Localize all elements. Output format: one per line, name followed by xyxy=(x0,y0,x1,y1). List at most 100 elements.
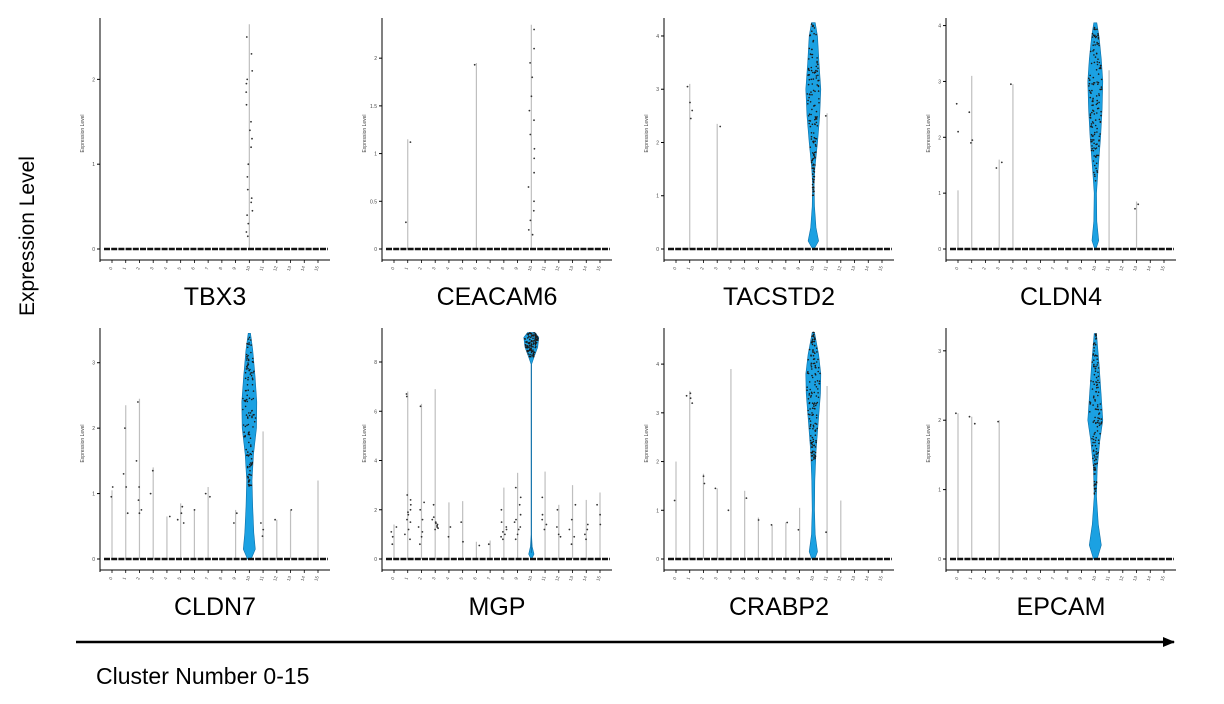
violin-point xyxy=(809,420,812,422)
violin-point xyxy=(247,343,249,345)
violin-point xyxy=(1096,99,1098,102)
violin-point xyxy=(811,183,814,186)
violin-point xyxy=(1091,100,1094,103)
cell-point xyxy=(530,95,533,98)
violin-point xyxy=(814,164,816,166)
violin-point xyxy=(1092,139,1094,141)
cell-point xyxy=(584,533,586,536)
violin-point xyxy=(249,484,251,486)
cell-point xyxy=(545,523,548,526)
x-tick-label: 7 xyxy=(768,576,774,581)
violin-point xyxy=(812,331,814,334)
violin-point xyxy=(812,188,814,191)
x-tick-label: 13 xyxy=(850,575,857,582)
cell-point xyxy=(204,492,207,495)
violin-point xyxy=(252,361,254,364)
violin-point xyxy=(812,427,814,430)
cell-point xyxy=(247,163,250,166)
cell-point xyxy=(436,524,438,527)
violin-point xyxy=(809,125,812,128)
violin-point xyxy=(815,395,818,397)
y-tick-label: 2 xyxy=(656,140,659,146)
panel-y-axis-title: Expression Level xyxy=(926,114,932,152)
violin-point xyxy=(529,353,531,356)
violin-point xyxy=(1091,437,1093,440)
violin-point xyxy=(811,56,814,59)
cell-point xyxy=(533,47,535,50)
violin-point xyxy=(811,53,814,56)
cell-point xyxy=(406,518,408,521)
cell-point xyxy=(689,117,692,120)
violin-point xyxy=(1093,49,1095,51)
cell-point xyxy=(274,518,276,521)
violin-point xyxy=(1092,99,1094,101)
violin-point xyxy=(1096,81,1098,83)
violin-point xyxy=(1096,408,1098,411)
x-tick-label: 1 xyxy=(122,266,128,271)
violin-point xyxy=(250,371,252,374)
violin-point xyxy=(814,456,816,458)
violin-point xyxy=(248,454,250,456)
violin-point xyxy=(1093,395,1095,398)
violin-point xyxy=(816,351,818,353)
violin-point xyxy=(811,459,813,462)
violin-point xyxy=(1094,398,1096,401)
cell-point xyxy=(432,516,435,518)
violin-point xyxy=(527,333,530,335)
violin-point xyxy=(1093,373,1096,376)
violin-point xyxy=(1089,411,1091,413)
violin-point xyxy=(533,342,535,345)
cell-point xyxy=(209,495,211,498)
violin-point xyxy=(247,367,249,370)
violin-point xyxy=(1095,154,1098,157)
cell-point xyxy=(514,538,517,541)
violin-point xyxy=(810,113,812,116)
violin-point xyxy=(1096,358,1098,361)
x-tick-label: 2 xyxy=(699,266,705,271)
violin-point xyxy=(1094,439,1097,442)
x-tick-label: 14 xyxy=(582,265,589,272)
cell-point xyxy=(531,233,534,236)
violin-point xyxy=(250,344,252,346)
violin-point xyxy=(249,373,252,375)
violin-point xyxy=(1096,41,1098,44)
violin-point xyxy=(242,424,245,426)
x-tick-label: 6 xyxy=(1036,266,1042,271)
x-tick-label: 9 xyxy=(795,576,801,581)
cell-point xyxy=(955,412,957,415)
violin-point xyxy=(242,397,244,400)
cell-point xyxy=(434,528,436,531)
cell-point xyxy=(251,70,254,72)
violin-point xyxy=(244,371,247,374)
cell-point xyxy=(502,538,504,541)
y-tick-label: 0 xyxy=(938,557,941,563)
violin-point xyxy=(528,346,530,349)
violin-point xyxy=(1095,481,1098,483)
violin-point xyxy=(526,340,528,343)
violin-point xyxy=(818,101,820,104)
y-tick-label: 0 xyxy=(656,247,659,253)
violin-point xyxy=(807,74,810,76)
violin-point xyxy=(1094,400,1096,402)
violin-cluster-10 xyxy=(241,332,258,560)
violin-point xyxy=(813,351,815,353)
violin-point xyxy=(1096,404,1099,406)
x-tick-label: 2 xyxy=(135,266,141,271)
x-tick-label: 15 xyxy=(595,575,602,582)
violin-point xyxy=(534,337,537,339)
violin-point xyxy=(1097,386,1099,389)
violin-point xyxy=(248,463,251,466)
violin-point xyxy=(813,27,816,29)
violin-point xyxy=(252,357,254,360)
violin-point xyxy=(1097,391,1100,394)
violin-point xyxy=(811,342,813,344)
cell-point xyxy=(409,499,412,501)
cell-point xyxy=(473,63,476,66)
violin-point xyxy=(814,404,817,407)
panel-y-axis-title: Expression Level xyxy=(80,114,86,152)
violin-point xyxy=(530,350,533,352)
cell-point xyxy=(516,533,519,536)
violin-point xyxy=(812,78,815,80)
